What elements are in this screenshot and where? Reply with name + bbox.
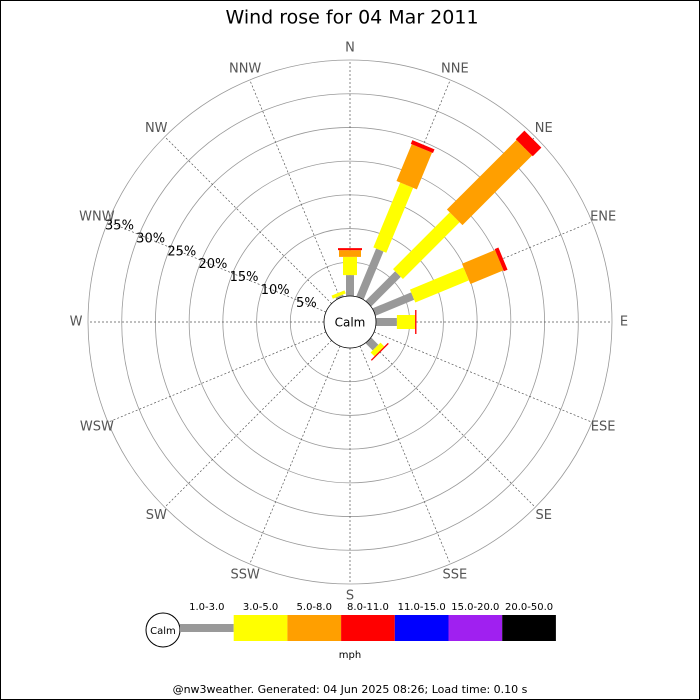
unit-label: mph: [339, 650, 361, 661]
direction-label: WSW: [80, 419, 114, 434]
ring-label: 30%: [136, 231, 165, 246]
direction-label: E: [620, 315, 628, 330]
direction-label: SSE: [442, 568, 467, 583]
wind-segment: [415, 310, 417, 334]
ring-label: 25%: [167, 244, 196, 259]
legend-swatch: [287, 615, 342, 641]
wind-segment: [396, 315, 416, 329]
wind-segment: [365, 271, 401, 307]
ring: [188, 160, 512, 484]
wind-segment: [396, 144, 433, 190]
legend-swatch: [448, 615, 503, 641]
wind-segment: [338, 248, 362, 251]
calm-circle: [323, 295, 377, 349]
wind-segment: [373, 182, 414, 253]
calm-label: Calm: [335, 316, 366, 330]
direction-label: ENE: [590, 210, 616, 225]
wind-segment: [370, 342, 389, 361]
spoke: [107, 221, 327, 313]
direction-label: SW: [146, 508, 167, 523]
wind-segment: [370, 342, 385, 357]
direction-label: W: [70, 315, 83, 330]
legend-label: 8.0-11.0: [347, 602, 389, 613]
wind-segment: [446, 139, 533, 226]
direction-label: NNE: [441, 61, 469, 76]
wind-segment: [515, 130, 542, 157]
direction-label: WNW: [79, 210, 115, 225]
ring: [256, 228, 444, 416]
wind-segment: [392, 212, 460, 280]
direction-label: NE: [535, 121, 553, 136]
direction-label: SSW: [230, 568, 260, 583]
spoke: [249, 345, 341, 565]
direction-label: NNW: [229, 61, 261, 76]
legend-swatch: [502, 615, 556, 641]
legend-label: 15.0-20.0: [451, 602, 499, 613]
direction-label: ESE: [591, 419, 616, 434]
direction-label: N: [345, 41, 355, 56]
chart-title: Wind rose for 04 Mar 2011: [225, 7, 478, 29]
wind-segment: [346, 275, 354, 296]
ring-label: 10%: [261, 283, 290, 298]
legend-label: 1.0-3.0: [189, 602, 224, 613]
ring-label: 20%: [198, 257, 227, 272]
wind-segment: [356, 248, 384, 300]
wind-segment: [343, 256, 357, 276]
legend-label: 3.0-5.0: [243, 602, 278, 613]
wind-segment: [335, 294, 344, 300]
footer: @nw3weather. Generated: 04 Jun 2025 08:2…: [173, 683, 528, 696]
wind-segment: [376, 318, 397, 326]
legend-label: 11.0-15.0: [398, 602, 446, 613]
legend-swatch: [233, 615, 288, 641]
spoke: [368, 340, 536, 508]
spoke: [359, 345, 451, 565]
wind-segment: [494, 247, 508, 272]
direction-label: SE: [536, 508, 552, 523]
spoke: [164, 340, 332, 508]
ring-label: 15%: [230, 270, 259, 285]
direction-label: NW: [145, 121, 168, 136]
wind-segment: [365, 337, 379, 351]
legend-calm-label: Calm: [150, 626, 176, 637]
ring: [87, 59, 613, 585]
spoke: [164, 136, 332, 304]
wind-segment: [462, 250, 504, 285]
wind-segment: [409, 267, 469, 303]
wind-segment: [339, 250, 361, 257]
ring-label: 5%: [296, 296, 317, 311]
legend-swatch: [341, 615, 395, 641]
spoke: [107, 331, 327, 423]
spoke: [249, 79, 341, 299]
direction-label: S: [346, 589, 354, 604]
wind-segment: [372, 292, 415, 316]
legend-swatch: [180, 624, 234, 632]
ring-label: 35%: [105, 219, 134, 234]
legend-label: 5.0-8.0: [297, 602, 332, 613]
wind-segment: [410, 140, 435, 154]
legend-label: 20.0-50.0: [505, 602, 553, 613]
wind-segment: [331, 290, 346, 299]
ring: [121, 93, 579, 551]
legend-swatch: [394, 615, 449, 641]
spoke: [373, 331, 593, 423]
